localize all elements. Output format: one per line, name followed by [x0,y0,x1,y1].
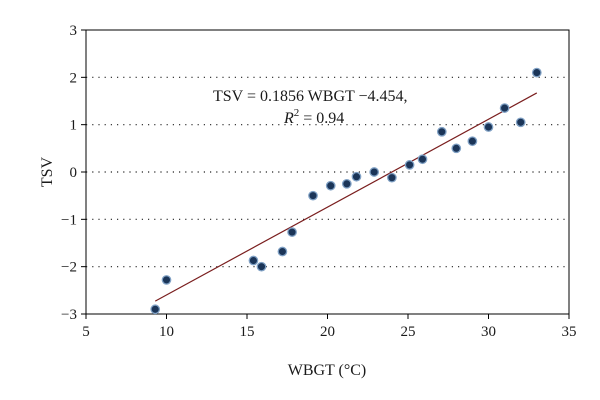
y-tick-label: 1 [70,118,78,134]
y-tick-label: −3 [61,307,77,323]
y-tick-label: −2 [61,260,77,276]
data-point [417,154,428,165]
data-point [451,143,462,154]
y-tick-label: 3 [70,23,78,39]
r-squared-value: = 0.94 [299,110,344,127]
data-point [161,275,172,285]
data-point [499,103,510,113]
x-tick-label: 20 [320,324,335,340]
y-tick-label: −1 [61,212,77,228]
data-point [404,160,415,170]
r-symbol: R [283,110,294,127]
x-tick-label: 30 [481,324,496,340]
x-tick-label: 25 [401,324,416,340]
data-point [387,172,397,183]
data-point [436,126,447,137]
x-tick-label: 15 [240,324,255,340]
data-point [483,122,494,132]
x-axis-title: WBGT (°C) [288,362,367,379]
data-point [150,304,161,315]
r-superscript: 2 [294,107,300,119]
plot-frame [85,29,570,315]
y-tick-label: 0 [70,165,78,181]
y-axis-title: TSV [39,156,56,187]
data-point [287,227,297,237]
r-squared-annotation: R2 = 0.94 [283,107,344,127]
data-point [248,255,259,266]
gridlines [86,76,569,268]
equation-annotation: TSV = 0.1856 WBGT −4.454, [213,88,408,105]
data-point [308,190,318,201]
data-point [351,171,362,182]
data-point [325,180,336,191]
data-point [531,67,542,78]
data-points [150,67,542,315]
x-tick-label: 5 [82,324,90,340]
y-tick-label: 2 [70,70,78,86]
data-point [256,261,267,272]
x-tick-labels: 5 10 15 20 25 30 35 [82,324,576,340]
axis-ticks [81,29,570,319]
x-tick-label: 35 [562,324,577,340]
data-point [515,117,526,128]
data-point [341,178,352,189]
data-point [467,136,478,147]
regression-line [154,92,538,302]
x-tick-label: 10 [159,324,174,340]
y-tick-labels: −3 −2 −1 0 1 2 3 [61,23,77,323]
data-point [277,246,288,257]
data-point [369,167,380,177]
